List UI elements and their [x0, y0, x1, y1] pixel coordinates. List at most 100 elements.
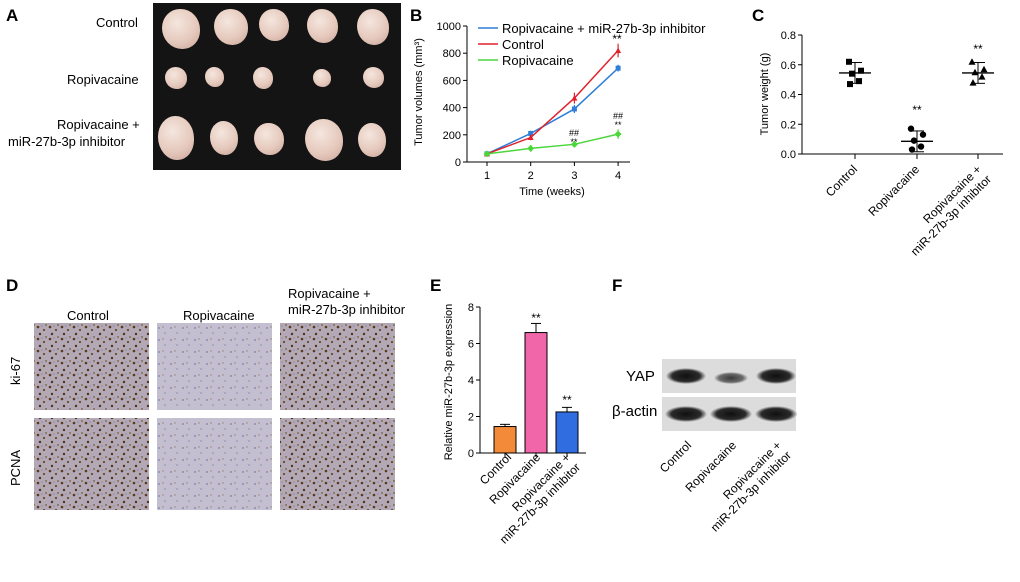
band-yap-control [666, 368, 706, 384]
chart-b-sig-w4-hash: ## [613, 111, 623, 121]
chart-b-xtick-label: 3 [571, 170, 577, 182]
chart-b-xtick-label: 1 [484, 170, 490, 182]
chart-b-point [615, 65, 621, 71]
chart-c-point [847, 81, 853, 88]
chart-c-point [968, 58, 976, 65]
panel-a-row-combo-line1: Ropivacaine + [57, 117, 140, 132]
chart-b-point [528, 130, 534, 136]
chart-e-ytick-label: 6 [468, 339, 474, 351]
chart-c-ytick-label: 0.2 [781, 119, 796, 131]
chart-e-sig-combo: ** [562, 393, 572, 407]
tumor [259, 9, 289, 41]
panel-a-row-control: Control [96, 15, 138, 30]
chart-b-xtick-label: 2 [528, 170, 534, 182]
tumor [158, 116, 194, 160]
ihc-pcna-combo [280, 418, 395, 510]
ihc-ki67-control [34, 323, 149, 410]
tumor [307, 9, 338, 43]
chart-b-point [571, 106, 577, 112]
chart-b-point [615, 47, 622, 53]
chart-b-ytick-label: 1000 [437, 21, 461, 33]
panel-d-col-ropivacaine: Ropivacaine [183, 308, 255, 323]
chart-b-xtick-label: 4 [615, 170, 621, 182]
chart-b-ytick-label: 400 [443, 103, 461, 115]
chart-e-ytick-label: 0 [468, 448, 474, 460]
chart-e-ytick-label: 8 [468, 302, 474, 314]
band-actin-control [665, 406, 707, 422]
chart-b-point [527, 144, 535, 152]
chart-b-legend-label: Ropivacaine [502, 53, 574, 68]
tumor [253, 67, 273, 89]
chart-b-ytick-label: 600 [443, 75, 461, 87]
panel-d-col-control: Control [67, 308, 109, 323]
chart-c-point [846, 58, 852, 65]
chart-b-sig-w3-hash: ## [569, 128, 579, 138]
tumor [165, 67, 187, 89]
panel-e-letter: E [430, 276, 442, 295]
tumor [210, 121, 238, 155]
chart-b-xlabel: Time (weeks) [519, 186, 585, 198]
chart-c-sig-combo: ** [973, 42, 983, 56]
chart-c-point [908, 146, 916, 153]
chart-c-ylabel: Tumor weight (g) [759, 53, 771, 136]
blot-xtick-control: Control [657, 438, 694, 475]
tumor [363, 67, 384, 88]
panel-b-letter: B [410, 6, 423, 25]
tumor [214, 9, 248, 45]
chart-b-point [571, 95, 578, 101]
chart-c-point [919, 131, 927, 138]
tumor-photo [153, 3, 401, 170]
chart-b-sig-w3-star: ** [570, 137, 578, 147]
chart-c-point [849, 70, 855, 77]
panel-d-col-combo-1: Ropivacaine + [288, 286, 371, 301]
chart-c-point [856, 78, 862, 85]
tumor [313, 69, 331, 87]
chart-b-point [614, 130, 622, 138]
chart-b-series-line [486, 67, 619, 155]
chart-c-ytick-label: 0.6 [781, 60, 796, 72]
chart-b-point [483, 150, 491, 158]
panel-f-band-actin: β-actin [612, 403, 658, 420]
ihc-pcna-control [34, 418, 149, 510]
chart-e-ylabel: Relative miR-27b-3p expression [443, 304, 455, 461]
chart-c-point [980, 65, 988, 73]
tumor [357, 9, 389, 45]
tumor [305, 119, 343, 161]
chart-b-ytick-label: 0 [455, 157, 461, 169]
band-yap-ropivacaine [714, 372, 748, 384]
tumor [162, 9, 200, 49]
tumor [358, 123, 386, 157]
band-actin-combo [755, 406, 797, 422]
chart-c-point [910, 137, 918, 144]
panel-d-letter: D [6, 276, 19, 295]
chart-c-ytick-label: 0.8 [781, 30, 796, 42]
chart-b-ylabel: Tumor volumes (mm³) [413, 38, 425, 146]
chart-b-sig-control: ** [612, 32, 622, 46]
panel-a-row-combo-line2: miR-27b-3p inhibitor [8, 134, 126, 149]
chart-c-ytick-label: 0.4 [781, 90, 796, 102]
chart-c-point [858, 67, 864, 74]
band-yap-combo [756, 368, 796, 384]
chart-c-point [971, 68, 979, 76]
chart-b-point [527, 134, 534, 141]
chart-e-ytick-label: 4 [468, 375, 474, 387]
chart-b-legend-label: Ropivacaine + miR-27b-3p inhibitor [502, 21, 706, 36]
chart-c-point [969, 79, 977, 86]
tumor [205, 67, 224, 87]
chart-c-ytick-label: 0.0 [781, 149, 796, 161]
chart-e-ytick-label: 2 [468, 412, 474, 424]
chart-b-ytick-label: 800 [443, 48, 461, 60]
chart-c-point [917, 143, 925, 150]
panel-a-row-ropivacaine: Ropivacaine [67, 72, 139, 87]
ihc-ki67-ropivacaine [157, 323, 272, 410]
chart-b-series-line [486, 49, 619, 155]
chart-c-point [978, 73, 986, 80]
chart-b-legend-label: Control [502, 37, 544, 52]
band-actin-ropivacaine [710, 406, 752, 422]
ihc-pcna-ropivacaine [157, 418, 272, 510]
